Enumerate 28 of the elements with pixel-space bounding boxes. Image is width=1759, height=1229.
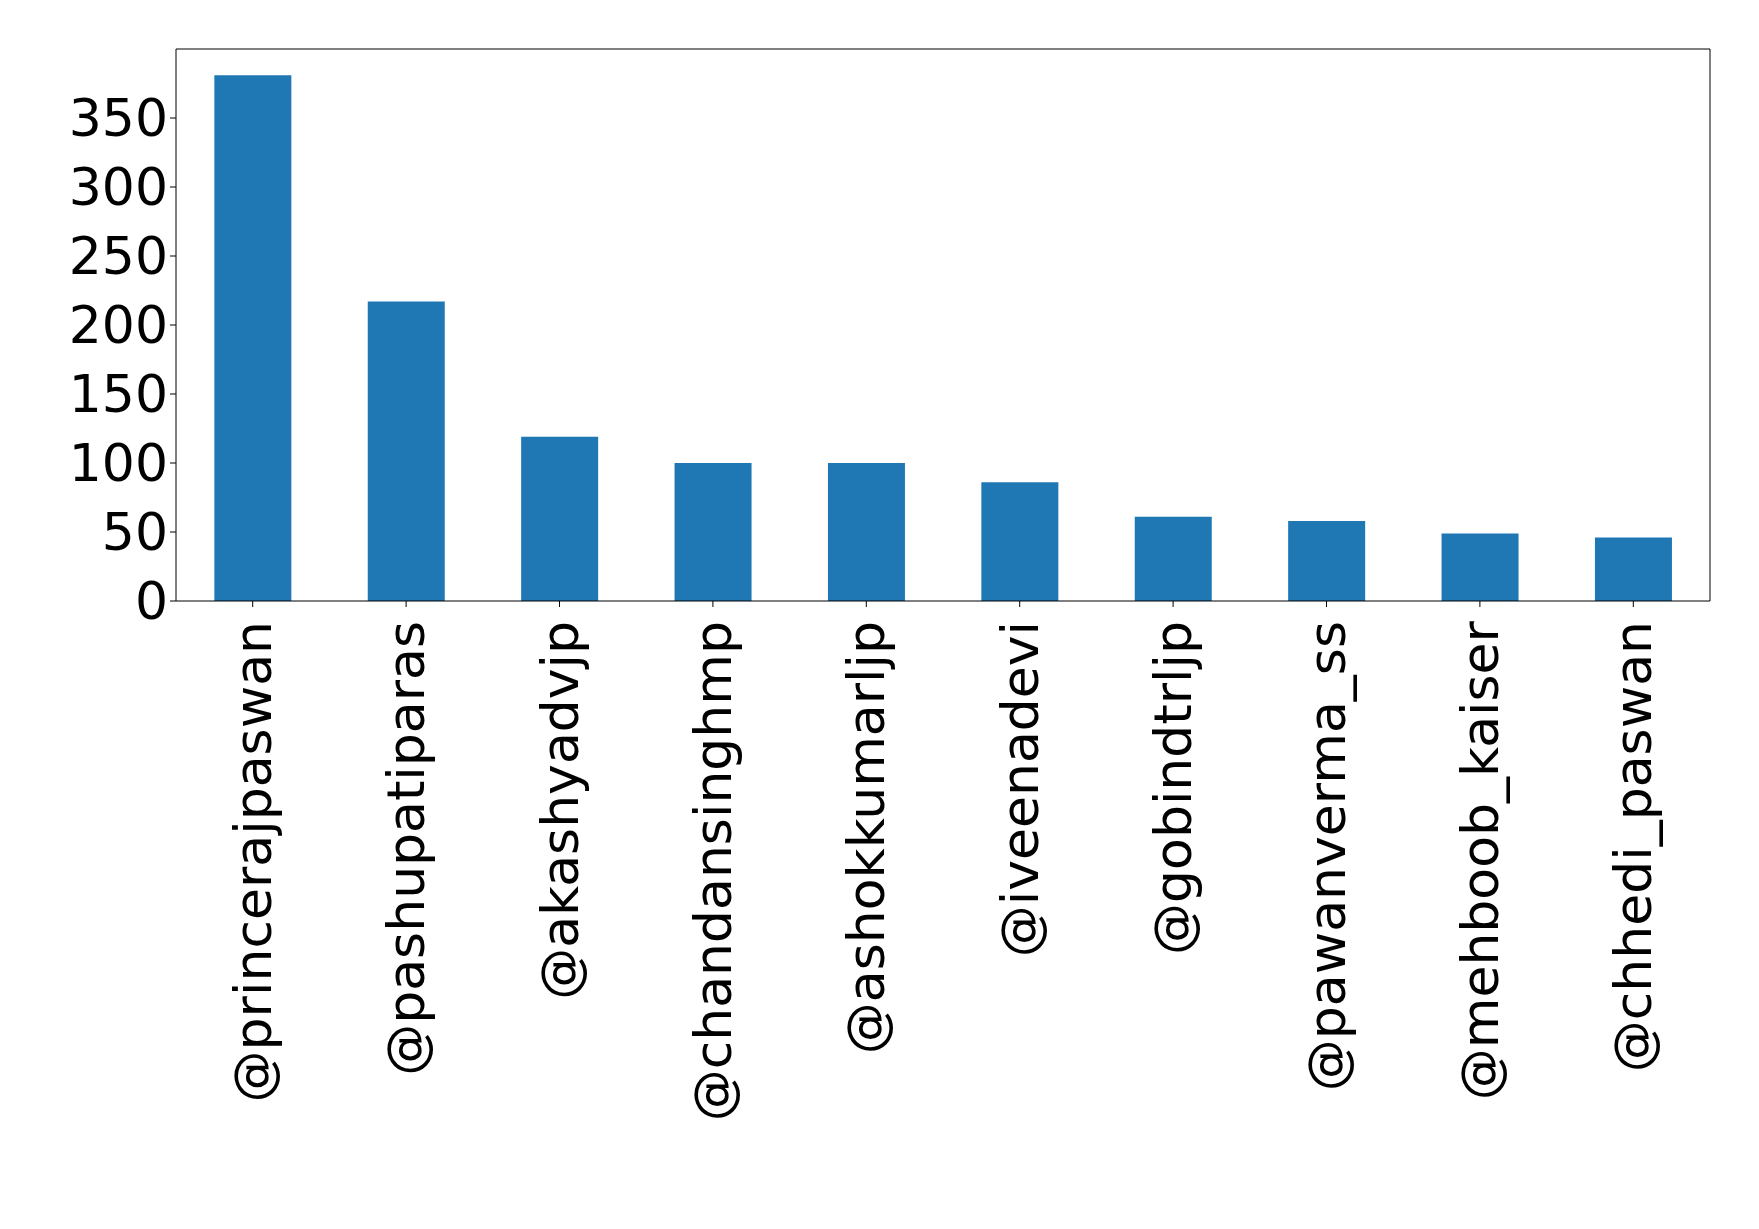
x-tick-label: @mehboob_kaiser [1449, 620, 1510, 1101]
x-tick-label: @iveenadevi [989, 621, 1050, 958]
x-tick-label: @chandansinghmp [682, 621, 743, 1122]
bar [367, 301, 445, 601]
y-tick-label: 250 [68, 226, 168, 287]
x-tick-label: @ashokkumarljp [836, 621, 897, 1055]
bar [521, 436, 599, 601]
y-tick-label: 150 [68, 364, 168, 425]
x-tick-label: @pashupatiparas [376, 621, 437, 1076]
bar [981, 482, 1059, 601]
bar [827, 463, 905, 601]
x-tick-label: @gobindtrljp [1143, 621, 1204, 955]
bar [674, 463, 752, 601]
bar [214, 75, 292, 601]
y-tick-label: 350 [68, 88, 168, 149]
y-tick-label: 0 [134, 571, 168, 632]
y-tick-label: 300 [68, 157, 168, 218]
x-tick-label: @princerajpaswan [222, 621, 283, 1103]
x-tick-label: @chhedi_paswan [1603, 621, 1664, 1073]
bar [1134, 516, 1212, 601]
x-tick-label: @pawanverma_ss [1296, 621, 1357, 1092]
bar [1288, 520, 1366, 601]
y-tick-label: 200 [68, 295, 168, 356]
y-tick-label: 100 [68, 433, 168, 494]
y-tick-label: 50 [101, 502, 168, 563]
bar [1594, 537, 1672, 601]
x-tick-label: @akashyadvjp [529, 621, 590, 1000]
bar [1441, 533, 1519, 601]
